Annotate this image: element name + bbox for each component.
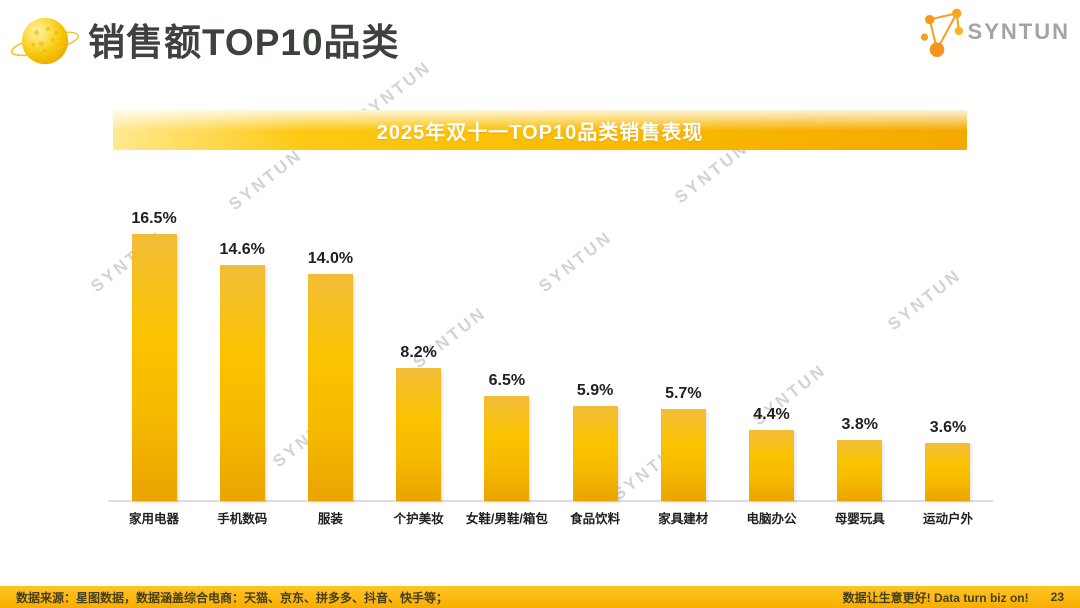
bar [484,396,530,501]
bar-category-label: 运动户外 [922,512,973,526]
bar-value-label: 14.0% [307,250,354,267]
bar-category-label: 食品饮料 [570,512,621,526]
bar-category-label: 电脑办公 [746,512,797,526]
data-source-note: 数据来源：星图数据，数据涵盖综合电商：天猫、京东、拼多多、抖音、快手等； [16,590,449,605]
bar-category-label: 手机数码 [217,512,268,526]
bar-value-label: 4.4% [753,406,790,423]
bar-category-label: 家具建材 [658,512,709,526]
bar [131,234,177,501]
chart-title-banner: 2025年双十一TOP10品类销售表现 [113,110,967,150]
bar-category-label: 服装 [317,512,343,526]
bar-value-label: 8.2% [400,344,437,361]
bar-value-label: 3.8% [841,416,878,433]
page-title: 销售额TOP10品类 [88,22,400,63]
bar-value-label: 16.5% [131,210,177,227]
chart-title: 2025年双十一TOP10品类销售表现 [376,121,704,144]
bar-value-label: 5.7% [665,385,702,402]
bar [396,368,442,501]
bar [219,265,265,501]
footer-bar: 数据来源：星图数据，数据涵盖综合电商：天猫、京东、拼多多、抖音、快手等； 数据让… [0,586,1080,608]
bar [660,409,706,501]
syntun-logo: SYNTUN [910,6,1070,58]
bar-value-label: 14.6% [219,241,265,258]
footer-slogan: 数据让生意更好! Data turn biz on! [842,590,1029,605]
bar [572,406,618,501]
bar-value-label: 5.9% [576,382,614,399]
bar [307,274,353,501]
bar-category-label: 女鞋/男鞋/箱包 [465,512,548,526]
bar [925,443,971,501]
planet-logo-icon [8,12,82,75]
bar [749,430,795,501]
bar-value-label: 3.6% [929,419,967,436]
header: 销售额TOP10品类 SYNTUN [0,0,1080,75]
bar-category-label: 家用电器 [128,512,179,526]
syntun-network-icon [920,8,963,57]
bar-category-label: 母婴玩具 [834,512,885,526]
x-axis-line [108,500,993,502]
bar [837,440,883,501]
syntun-logo-text: SYNTUN [967,19,1070,44]
bar-category-label: 个护美妆 [393,512,444,526]
bar-value-label: 6.5% [488,372,526,389]
page-number: 23 [1050,590,1064,604]
